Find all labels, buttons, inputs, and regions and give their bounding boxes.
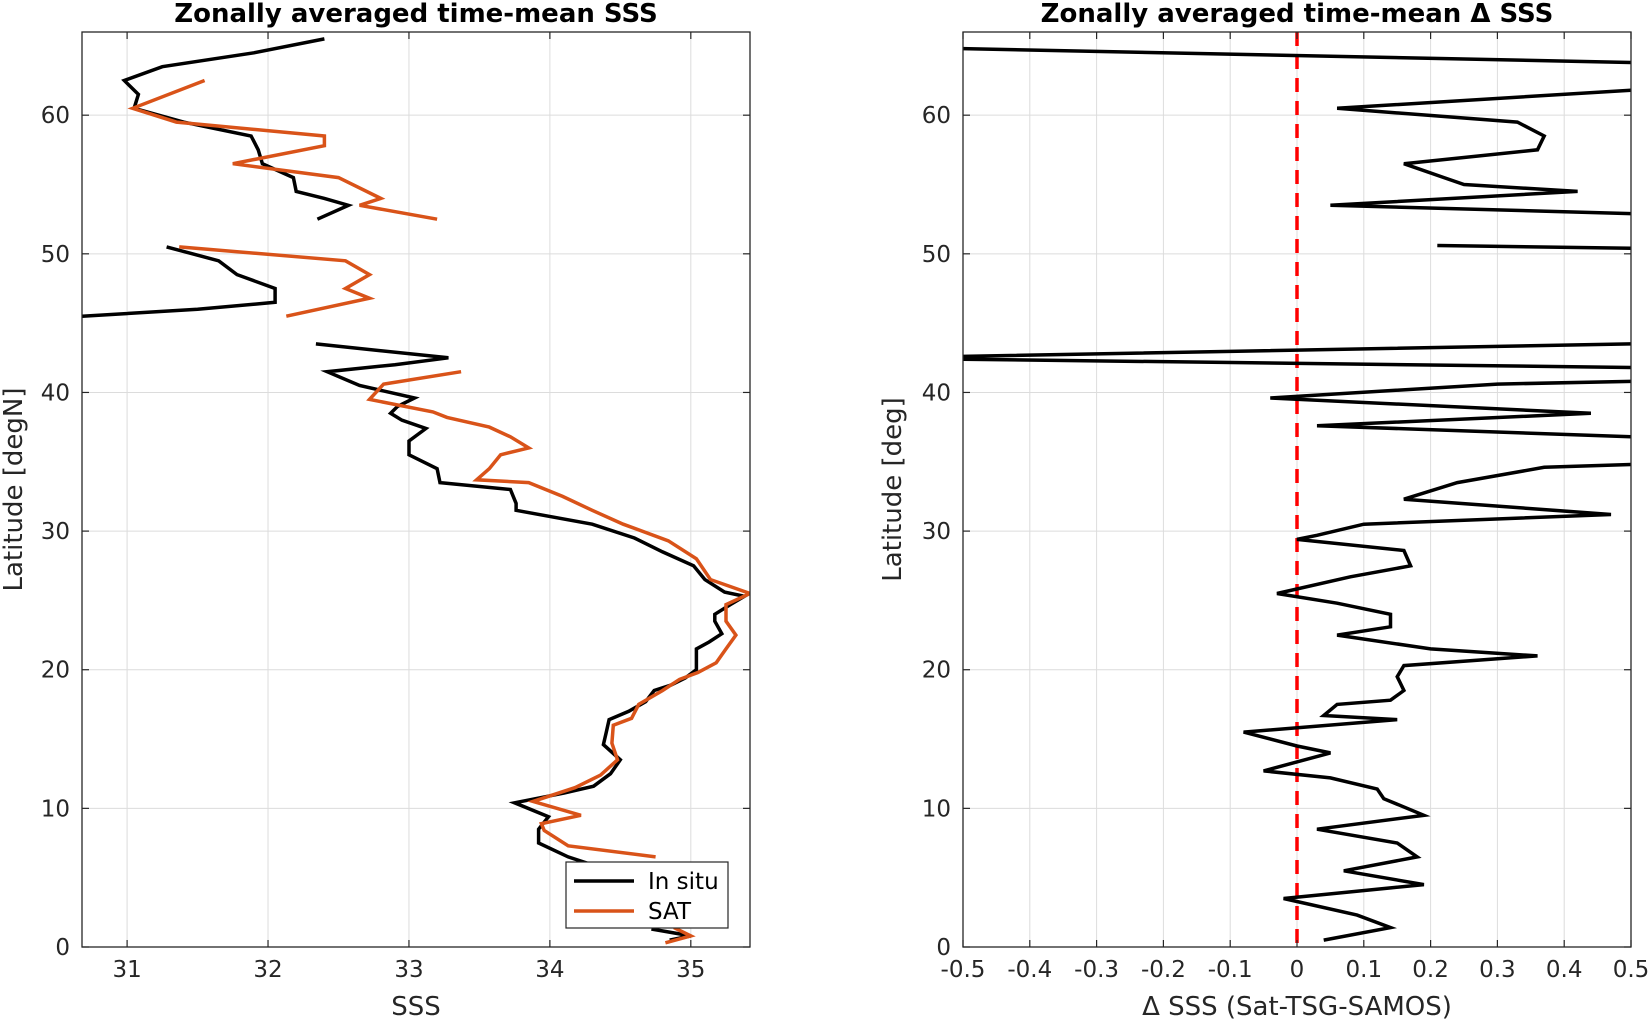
y-tick-label: 20 (922, 658, 951, 684)
x-tick-label: -0.5 (941, 957, 986, 983)
series-line-delta-sss (1330, 88, 1631, 216)
y-tick-label: 40 (41, 380, 70, 406)
y-tick-label: 50 (922, 242, 951, 268)
legend-box (565, 861, 729, 929)
x-tick-label: 0.4 (1546, 957, 1583, 983)
series-line-sat (179, 245, 376, 318)
series-line-delta-sss (963, 342, 1631, 370)
x-tick-label: 0.3 (1479, 957, 1516, 983)
y-tick-label: 30 (41, 519, 70, 545)
legend-label: SAT (648, 899, 692, 925)
series-line-sat (664, 926, 696, 945)
sss-panel: 31 32 33 34 35 0 10 20 30 40 50 60 Zonally averaged … (0, 0, 751, 1022)
x-tick-label: 33 (394, 957, 423, 983)
y-tick-label: 0 (936, 935, 951, 961)
x-tick-label: 0.2 (1412, 957, 1449, 983)
series-line-in-situ (82, 245, 277, 318)
x-tick-label: 0 (1290, 957, 1305, 983)
legend-label: In situ (648, 869, 719, 895)
series-line-delta-sss (963, 46, 1631, 65)
y-tick-label: 10 (41, 796, 70, 822)
x-tick-label: -0.1 (1208, 957, 1253, 983)
y-tick-label: 60 (41, 103, 70, 129)
series-line-in-situ (315, 342, 750, 872)
series-line-delta-sss (1243, 462, 1631, 942)
y-tick-label: 60 (922, 103, 951, 129)
data-layer (82, 37, 750, 945)
y-axis-label: Latitude [deg] (878, 397, 908, 582)
legend: In situ SAT (565, 861, 729, 929)
y-tick-label: 40 (922, 380, 951, 406)
chart-title: Zonally averaged time-mean Δ SSS (1041, 0, 1554, 29)
y-tick-label: 20 (41, 658, 70, 684)
plot-area (82, 32, 750, 947)
series-line-sat (127, 78, 438, 221)
chart-title: Zonally averaged time-mean SSS (174, 0, 658, 29)
axes-box (81, 31, 751, 948)
y-axis-label: Latitude [degN] (0, 387, 29, 591)
series-line-delta-sss (1437, 243, 1631, 251)
x-axis-label: Δ SSS (Sat-TSG-SAMOS) (1142, 992, 1452, 1022)
series-line-in-situ (121, 37, 354, 221)
y-tick-label: 10 (922, 796, 951, 822)
series-line-sat (366, 369, 750, 859)
x-tick-label: 0.5 (1613, 957, 1650, 983)
x-tick-label: -0.4 (1007, 957, 1052, 983)
delta-sss-panel: -0.5 -0.4 -0.3 -0.2 -0.1 0 0.1 0.2 0.3 0.4 0.5 0 10 2… (878, 0, 1649, 1022)
data-layer (963, 32, 1631, 947)
y-tick-label: 30 (922, 519, 951, 545)
series-line-delta-sss (1270, 379, 1631, 439)
x-tick-label: 0.1 (1346, 957, 1383, 983)
y-tick-label: 50 (41, 242, 70, 268)
x-tick-label: 35 (676, 957, 705, 983)
x-tick-label: 32 (253, 957, 282, 983)
x-tick-label: 34 (535, 957, 564, 983)
y-tick-label: 0 (55, 935, 70, 961)
x-axis-label: SSS (391, 992, 441, 1022)
x-tick-label: -0.2 (1141, 957, 1186, 983)
x-tick-label: -0.3 (1074, 957, 1119, 983)
x-tick-label: 31 (112, 957, 141, 983)
